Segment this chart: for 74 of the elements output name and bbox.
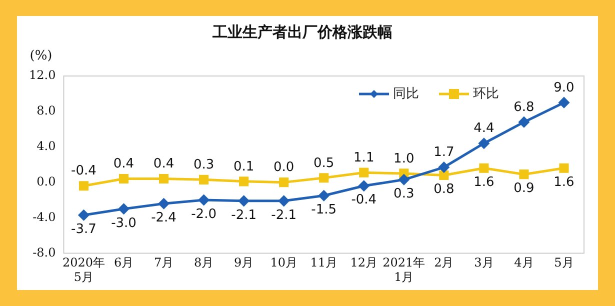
point [439, 170, 449, 180]
point [238, 196, 250, 206]
point [438, 162, 450, 173]
x-tick-label: 8月 [194, 256, 214, 270]
data-label: 1.1 [354, 150, 374, 166]
y-tick-label: 12.0 [29, 68, 56, 82]
data-label: -0.4 [351, 192, 377, 208]
point [559, 163, 569, 173]
point [199, 174, 209, 184]
point [118, 204, 129, 214]
point [278, 196, 290, 206]
data-label: 1.7 [434, 145, 454, 160]
point [398, 174, 410, 185]
point [198, 194, 210, 206]
data-label: 0.3 [394, 186, 414, 202]
x-tick-label: 6月 [114, 256, 134, 270]
legend-label: 同比 [393, 86, 419, 102]
data-label: 1.6 [554, 175, 574, 190]
data-label: -2.1 [231, 208, 257, 223]
x-tick-label: 9月 [234, 256, 254, 270]
data-label: 0.5 [314, 156, 334, 171]
data-label: 6.8 [514, 100, 534, 115]
legend-label: 环比 [473, 86, 499, 102]
x-tick-label: 10月 [270, 256, 298, 270]
point [558, 97, 570, 108]
x-tick-label: 4月 [514, 256, 534, 270]
x-tick-label: 5月 [554, 256, 574, 270]
data-label: -3.0 [111, 216, 136, 231]
x-tick-label: 3月 [474, 256, 494, 270]
data-label: 1.0 [394, 151, 414, 166]
point [359, 168, 369, 178]
data-label: -3.7 [71, 222, 96, 237]
x-tick-label: 2021年 1月 [382, 256, 426, 284]
y-tick-label: 4.0 [36, 139, 56, 154]
data-label: 1.6 [474, 175, 494, 190]
data-label: 0.4 [153, 156, 174, 172]
point [519, 170, 529, 180]
point [78, 210, 89, 220]
data-label: -2.1 [271, 208, 297, 223]
x-tick-label: 2月 [434, 256, 454, 270]
data-label: -1.5 [311, 202, 337, 218]
data-label: 4.4 [474, 121, 494, 136]
y-tick-label: 8.0 [36, 104, 56, 118]
point [78, 181, 89, 191]
data-label: 0.3 [193, 158, 214, 173]
x-tick-label: 7月 [154, 256, 174, 270]
point [479, 163, 489, 173]
point [319, 173, 329, 183]
point [518, 116, 530, 128]
data-label: -2.4 [151, 210, 176, 226]
point [158, 174, 169, 184]
point [158, 198, 170, 209]
point [318, 190, 330, 201]
data-label: -0.4 [71, 164, 96, 179]
y-tick-label: -4.0 [32, 210, 56, 224]
data-label: 0.4 [113, 156, 134, 172]
data-label: 0.1 [233, 159, 254, 174]
point [279, 178, 289, 188]
data-label: 0.9 [514, 181, 534, 196]
y-tick-label: 0.0 [36, 174, 56, 188]
y-axis-title: (%) [30, 48, 52, 64]
chart-title: 工业生产者出厂价格涨跌幅 [212, 22, 392, 41]
data-label: 0.0 [273, 160, 294, 176]
point [358, 180, 370, 192]
data-label: 0.8 [434, 182, 454, 198]
data-label: -2.0 [191, 206, 216, 222]
point [118, 174, 129, 184]
data-label: 9.0 [554, 80, 574, 96]
point [478, 138, 490, 149]
x-tick-label: 12月 [350, 256, 378, 270]
x-tick-label: 2020年 5月 [62, 256, 106, 284]
point [239, 176, 249, 186]
y-tick-label: -8.0 [32, 245, 56, 260]
x-tick-label: 11月 [310, 256, 338, 270]
